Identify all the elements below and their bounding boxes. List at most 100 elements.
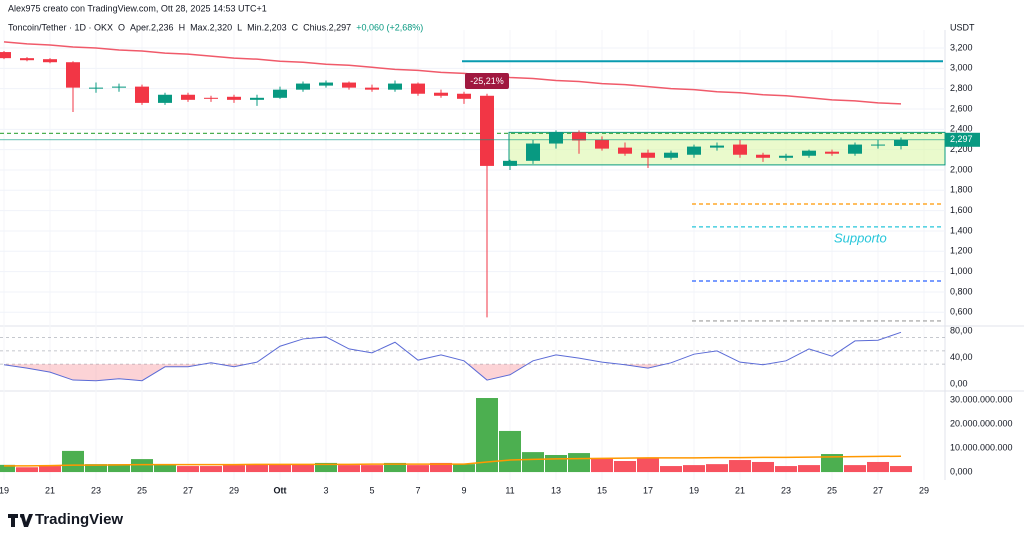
volume-bar [775, 466, 797, 473]
brand-logo [8, 514, 33, 527]
volume-bar [384, 462, 406, 473]
candle-body [388, 83, 402, 90]
x-tick-label: 3 [323, 485, 328, 495]
x-tick-label: 21 [735, 485, 745, 495]
y-tick-label: 10.000.000.000 [950, 442, 1013, 452]
x-tick-label: 19 [689, 485, 699, 495]
volume-bar [821, 454, 843, 473]
volume-bar [338, 465, 360, 473]
candle-body [181, 94, 195, 100]
candle-body [135, 86, 149, 103]
volume-bar [683, 465, 705, 473]
y-tick-label: 2,600 [950, 103, 973, 113]
candle-body [158, 94, 172, 103]
candle-body [526, 143, 540, 161]
y-tick-label: 30.000.000.000 [950, 394, 1013, 404]
volume-bar [844, 465, 866, 473]
candle-body [112, 86, 126, 88]
y-tick-label: 20.000.000.000 [950, 418, 1013, 428]
ohlc-key: O [118, 22, 125, 32]
candle-body [411, 83, 425, 94]
candle-body [227, 96, 241, 100]
candle-body [802, 150, 816, 156]
ohlc-value: Aper.2,236 [130, 22, 174, 32]
ohlc-value: Min.2,203 [247, 22, 287, 32]
candle-body [549, 132, 563, 144]
x-tick-label: 15 [597, 485, 607, 495]
candle-body [273, 89, 287, 98]
brand: TradingView [35, 511, 123, 528]
currency: USDT [950, 22, 975, 32]
candle-body [365, 87, 379, 90]
x-tick-label: 9 [461, 485, 466, 495]
volume-bar [568, 453, 590, 473]
y-tick-label: 1,800 [950, 185, 973, 195]
y-tick-label: 1,600 [950, 205, 973, 215]
y-tick-label: 2,200 [950, 144, 973, 154]
volume-bar [85, 464, 107, 473]
x-tick-label: 27 [873, 485, 883, 495]
candle-body [825, 151, 839, 154]
y-tick-label: 2,000 [950, 164, 973, 174]
volume-bar [430, 462, 452, 473]
volume-bar [108, 464, 130, 473]
candle-body [457, 93, 471, 99]
candle-body [319, 82, 333, 86]
volume-bar [223, 465, 245, 473]
volume-bar [660, 466, 682, 473]
candle-body [756, 154, 770, 158]
last-price-tag [945, 132, 980, 147]
volume-bar [315, 462, 337, 473]
volume-bar [246, 464, 268, 473]
candle-body [250, 97, 264, 100]
candle-body [66, 62, 80, 88]
volume-bar [154, 464, 176, 473]
y-tick-label: 0,00 [950, 378, 968, 388]
x-tick-label: 11 [505, 485, 514, 495]
candle-body [894, 139, 908, 146]
x-tick-label: 25 [827, 485, 837, 495]
candle-body [710, 145, 724, 148]
rsi-line [3, 331, 902, 382]
y-tick-label: 0,600 [950, 307, 973, 317]
candle-body [89, 87, 103, 89]
x-tick-label: 27 [183, 485, 193, 495]
candle-body [641, 152, 655, 158]
ohlc-value: Max.2,320 [190, 22, 232, 32]
y-tick-label: 40,00 [950, 352, 973, 362]
y-tick-label: 0,000 [950, 466, 973, 476]
volume-bar [706, 464, 728, 473]
candle-body [687, 146, 701, 155]
y-tick-label: 3,200 [950, 42, 973, 52]
x-tick-label: 29 [919, 485, 929, 495]
candle-body [0, 52, 11, 59]
ohlc-key: L [237, 22, 242, 32]
y-tick-label: 1,400 [950, 225, 973, 235]
candle-body [20, 58, 34, 61]
volume-bar [867, 461, 889, 473]
candle-body [871, 144, 885, 146]
credit: Alex975 creato con TradingView.com, Ott … [8, 3, 267, 13]
annotation: Supporto [834, 230, 887, 245]
volume-bar [361, 465, 383, 473]
volume-average [4, 455, 902, 467]
volume-bar [545, 454, 567, 473]
volume-bar [522, 452, 544, 473]
y-tick-label: 2,400 [950, 124, 973, 134]
candle-body [779, 155, 793, 158]
volume-bar [499, 430, 521, 473]
volume-bar [200, 466, 222, 473]
y-tick-label: 0,800 [950, 286, 973, 296]
candle-body [342, 82, 356, 88]
x-tick-label: 29 [229, 485, 239, 495]
candle-body [204, 97, 218, 99]
candle-body [503, 160, 517, 166]
volume-bar [407, 465, 429, 473]
ohlc-value: Chius.2,297 [303, 22, 351, 32]
volume-bar [798, 465, 820, 473]
x-tick-label: 23 [781, 485, 791, 495]
x-tick-label: 25 [137, 485, 147, 495]
volume-bar [890, 466, 912, 473]
volume-bar [453, 464, 475, 473]
